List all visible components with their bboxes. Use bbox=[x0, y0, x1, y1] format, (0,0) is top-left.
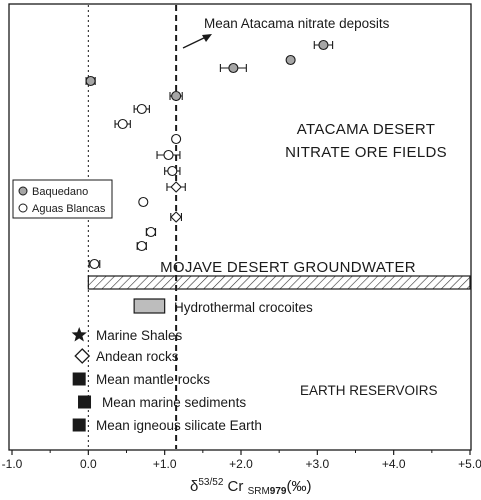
atacama-region-label-line1: ATACAMA DESERT bbox=[297, 121, 435, 138]
x-tick-label: +1.0 bbox=[153, 457, 177, 471]
reservoir-label-marine-sediments: Mean marine sediments bbox=[102, 395, 246, 410]
data-point-aguas-blancas bbox=[171, 133, 182, 145]
data-point-aguas-blancas bbox=[167, 165, 178, 177]
square-icon bbox=[78, 395, 92, 409]
atacama-region-label-line2: NITRATE ORE FIELDS bbox=[285, 144, 447, 161]
data-point-andean-rocks bbox=[170, 211, 182, 223]
data-point-aguas-blancas bbox=[136, 103, 147, 115]
data-point-baquedano bbox=[171, 90, 182, 102]
data-point-aguas-blancas bbox=[89, 258, 100, 270]
diamond-icon bbox=[74, 348, 91, 364]
data-point-andean-rocks bbox=[170, 181, 182, 193]
data-point-baquedano bbox=[85, 75, 96, 87]
data-point-aguas-blancas bbox=[136, 240, 147, 252]
legend-marker-aguas-blancas bbox=[18, 203, 28, 213]
legend-label-baquedano: Baquedano bbox=[32, 186, 88, 198]
data-point-baquedano bbox=[318, 39, 329, 51]
x-tick-label: +2.0 bbox=[229, 457, 253, 471]
crocoite-label: Hydrothermal crocoites bbox=[174, 300, 313, 315]
reservoir-label-mantle: Mean mantle rocks bbox=[96, 372, 210, 387]
arrow-head-icon bbox=[202, 34, 212, 42]
legend-marker-baquedano bbox=[18, 186, 28, 196]
reservoir-label-igneous: Mean igneous silicate Earth bbox=[96, 418, 262, 433]
data-point-baquedano bbox=[228, 62, 239, 74]
square-icon bbox=[72, 372, 86, 386]
mean-atacama-label: Mean Atacama nitrate deposits bbox=[204, 16, 390, 31]
reservoir-label-marine-shales: Marine Shales bbox=[96, 328, 183, 343]
x-tick-label: +4.0 bbox=[382, 457, 406, 471]
x-tick-label: 0.0 bbox=[80, 457, 97, 471]
data-point-aguas-blancas bbox=[163, 149, 174, 161]
x-axis-label: δ53/52 Cr SRM979(‰) bbox=[190, 477, 311, 497]
legend-label-aguas-blancas: Aguas Blancas bbox=[32, 203, 106, 215]
mojave-groundwater-bar bbox=[87, 275, 471, 290]
data-point-aguas-blancas bbox=[138, 196, 149, 208]
x-tick-label: +3.0 bbox=[305, 457, 329, 471]
legend-box bbox=[12, 179, 113, 219]
plot-frame bbox=[8, 3, 472, 451]
reservoir-label-andean-rocks: Andean rocks bbox=[96, 349, 179, 364]
data-point-aguas-blancas bbox=[145, 226, 156, 238]
data-point-baquedano bbox=[285, 54, 296, 66]
mojave-label: MOJAVE DESERT GROUNDWATER bbox=[160, 259, 416, 276]
x-tick-label: -1.0 bbox=[2, 457, 23, 471]
hydrothermal-crocoites-bar bbox=[133, 298, 166, 314]
square-icon bbox=[72, 418, 86, 432]
data-point-aguas-blancas bbox=[117, 118, 128, 130]
x-tick-label: +5.0 bbox=[458, 457, 481, 471]
earth-reservoirs-label: EARTH RESERVOIRS bbox=[300, 383, 438, 398]
star-icon bbox=[71, 327, 87, 342]
